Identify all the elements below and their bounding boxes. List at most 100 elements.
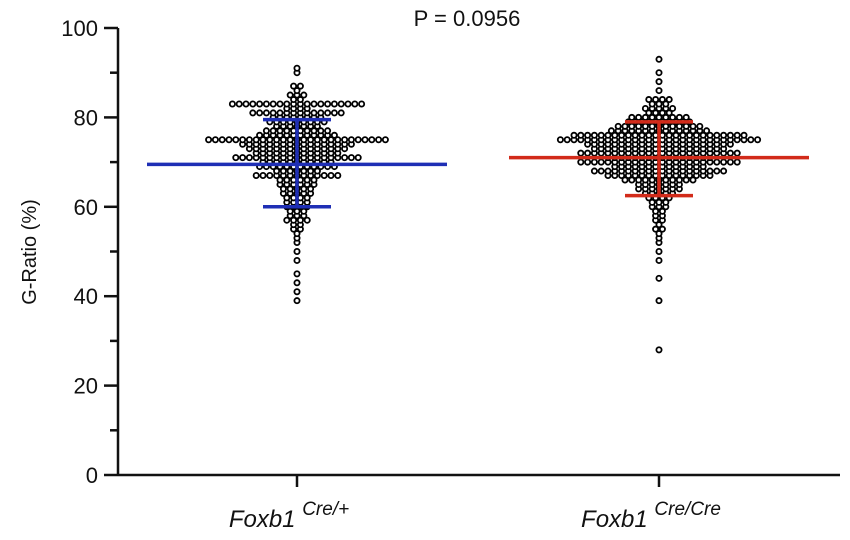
y-ticks: 0 20 40 60 80 100: [61, 16, 118, 488]
data-point: [621, 122, 629, 130]
data-point: [726, 158, 734, 166]
data-point: [225, 136, 233, 144]
data-point: [283, 100, 291, 108]
data-point: [655, 221, 663, 229]
data-point: [584, 158, 592, 166]
data-point: [330, 131, 338, 139]
data-point: [269, 100, 277, 108]
data-point: [669, 176, 677, 184]
data-point: [283, 127, 291, 135]
category-name-2: Foxb1: [581, 506, 654, 533]
data-point: [645, 109, 653, 117]
data-point: [682, 113, 690, 121]
data-point: [686, 131, 694, 139]
data-point: [682, 176, 690, 184]
data-point: [262, 109, 270, 117]
data-point: [652, 225, 660, 233]
data-point: [726, 149, 734, 157]
data-point: [310, 109, 318, 117]
data-point: [245, 154, 253, 162]
data-point: [317, 109, 325, 117]
data-point: [303, 100, 311, 108]
data-point: [276, 100, 284, 108]
data-point: [648, 100, 656, 108]
data-point: [256, 131, 264, 139]
data-point: [645, 131, 653, 139]
data-point: [648, 198, 656, 206]
data-point: [303, 216, 311, 224]
data-point: [330, 100, 338, 108]
data-point: [669, 113, 677, 121]
data-point: [655, 256, 663, 264]
data-point: [205, 136, 213, 144]
data-point: [324, 109, 332, 117]
data-point: [652, 207, 660, 215]
data-point: [655, 346, 663, 354]
data-point: [307, 167, 315, 175]
data-point: [279, 167, 287, 175]
data-point: [638, 131, 646, 139]
data-point: [590, 167, 598, 175]
data-point: [293, 256, 301, 264]
data-point: [733, 158, 741, 166]
data-point: [330, 109, 338, 117]
data-point: [597, 167, 605, 175]
data-point: [228, 100, 236, 108]
data-point: [655, 113, 663, 121]
data-point: [317, 127, 325, 135]
mean-sd-bars: [147, 117, 809, 209]
data-point: [266, 136, 274, 144]
data-point: [269, 127, 277, 135]
data-point: [381, 136, 389, 144]
data-point: [293, 297, 301, 305]
data-point: [286, 185, 294, 193]
data-point: [621, 176, 629, 184]
data-point: [655, 87, 663, 95]
data-point: [662, 122, 670, 130]
data-point: [696, 122, 704, 130]
data-point: [689, 176, 697, 184]
data-point: [655, 230, 663, 238]
data-point: [655, 100, 663, 108]
data-point: [655, 198, 663, 206]
category-labels: Foxb1 Cre/+ Foxb1 Cre/Cre: [229, 499, 721, 533]
data-point: [720, 167, 728, 175]
data-point: [300, 185, 308, 193]
data-point: [259, 136, 267, 144]
data-point: [310, 100, 318, 108]
data-point: [320, 136, 328, 144]
data-point: [662, 198, 670, 206]
data-point: [682, 122, 690, 130]
data-point: [679, 131, 687, 139]
data-point: [317, 100, 325, 108]
data-point: [604, 131, 612, 139]
data-point: [658, 109, 666, 117]
y-tick-label-100: 100: [61, 16, 98, 41]
data-point: [720, 131, 728, 139]
data-point: [628, 176, 636, 184]
data-point: [641, 104, 649, 112]
y-tick-label-40: 40: [74, 284, 98, 309]
y-tick-label-80: 80: [74, 105, 98, 130]
data-point: [754, 136, 762, 144]
data-point: [662, 113, 670, 121]
data-point: [303, 194, 311, 202]
data-point: [324, 127, 332, 135]
y-tick-label-60: 60: [74, 195, 98, 220]
data-point: [635, 176, 643, 184]
data-point: [590, 131, 598, 139]
data-point: [645, 96, 653, 104]
data-point: [577, 131, 585, 139]
data-point: [584, 131, 592, 139]
data-point: [358, 100, 366, 108]
data-point: [249, 109, 257, 117]
data-point: [286, 91, 294, 99]
data-point: [320, 172, 328, 180]
data-point: [563, 136, 571, 144]
data-point: [747, 136, 755, 144]
data-point: [293, 288, 301, 296]
data-point: [286, 207, 294, 215]
data-point: [259, 172, 267, 180]
data-point: [669, 104, 677, 112]
category-superscript-1: Cre/+: [302, 499, 349, 520]
